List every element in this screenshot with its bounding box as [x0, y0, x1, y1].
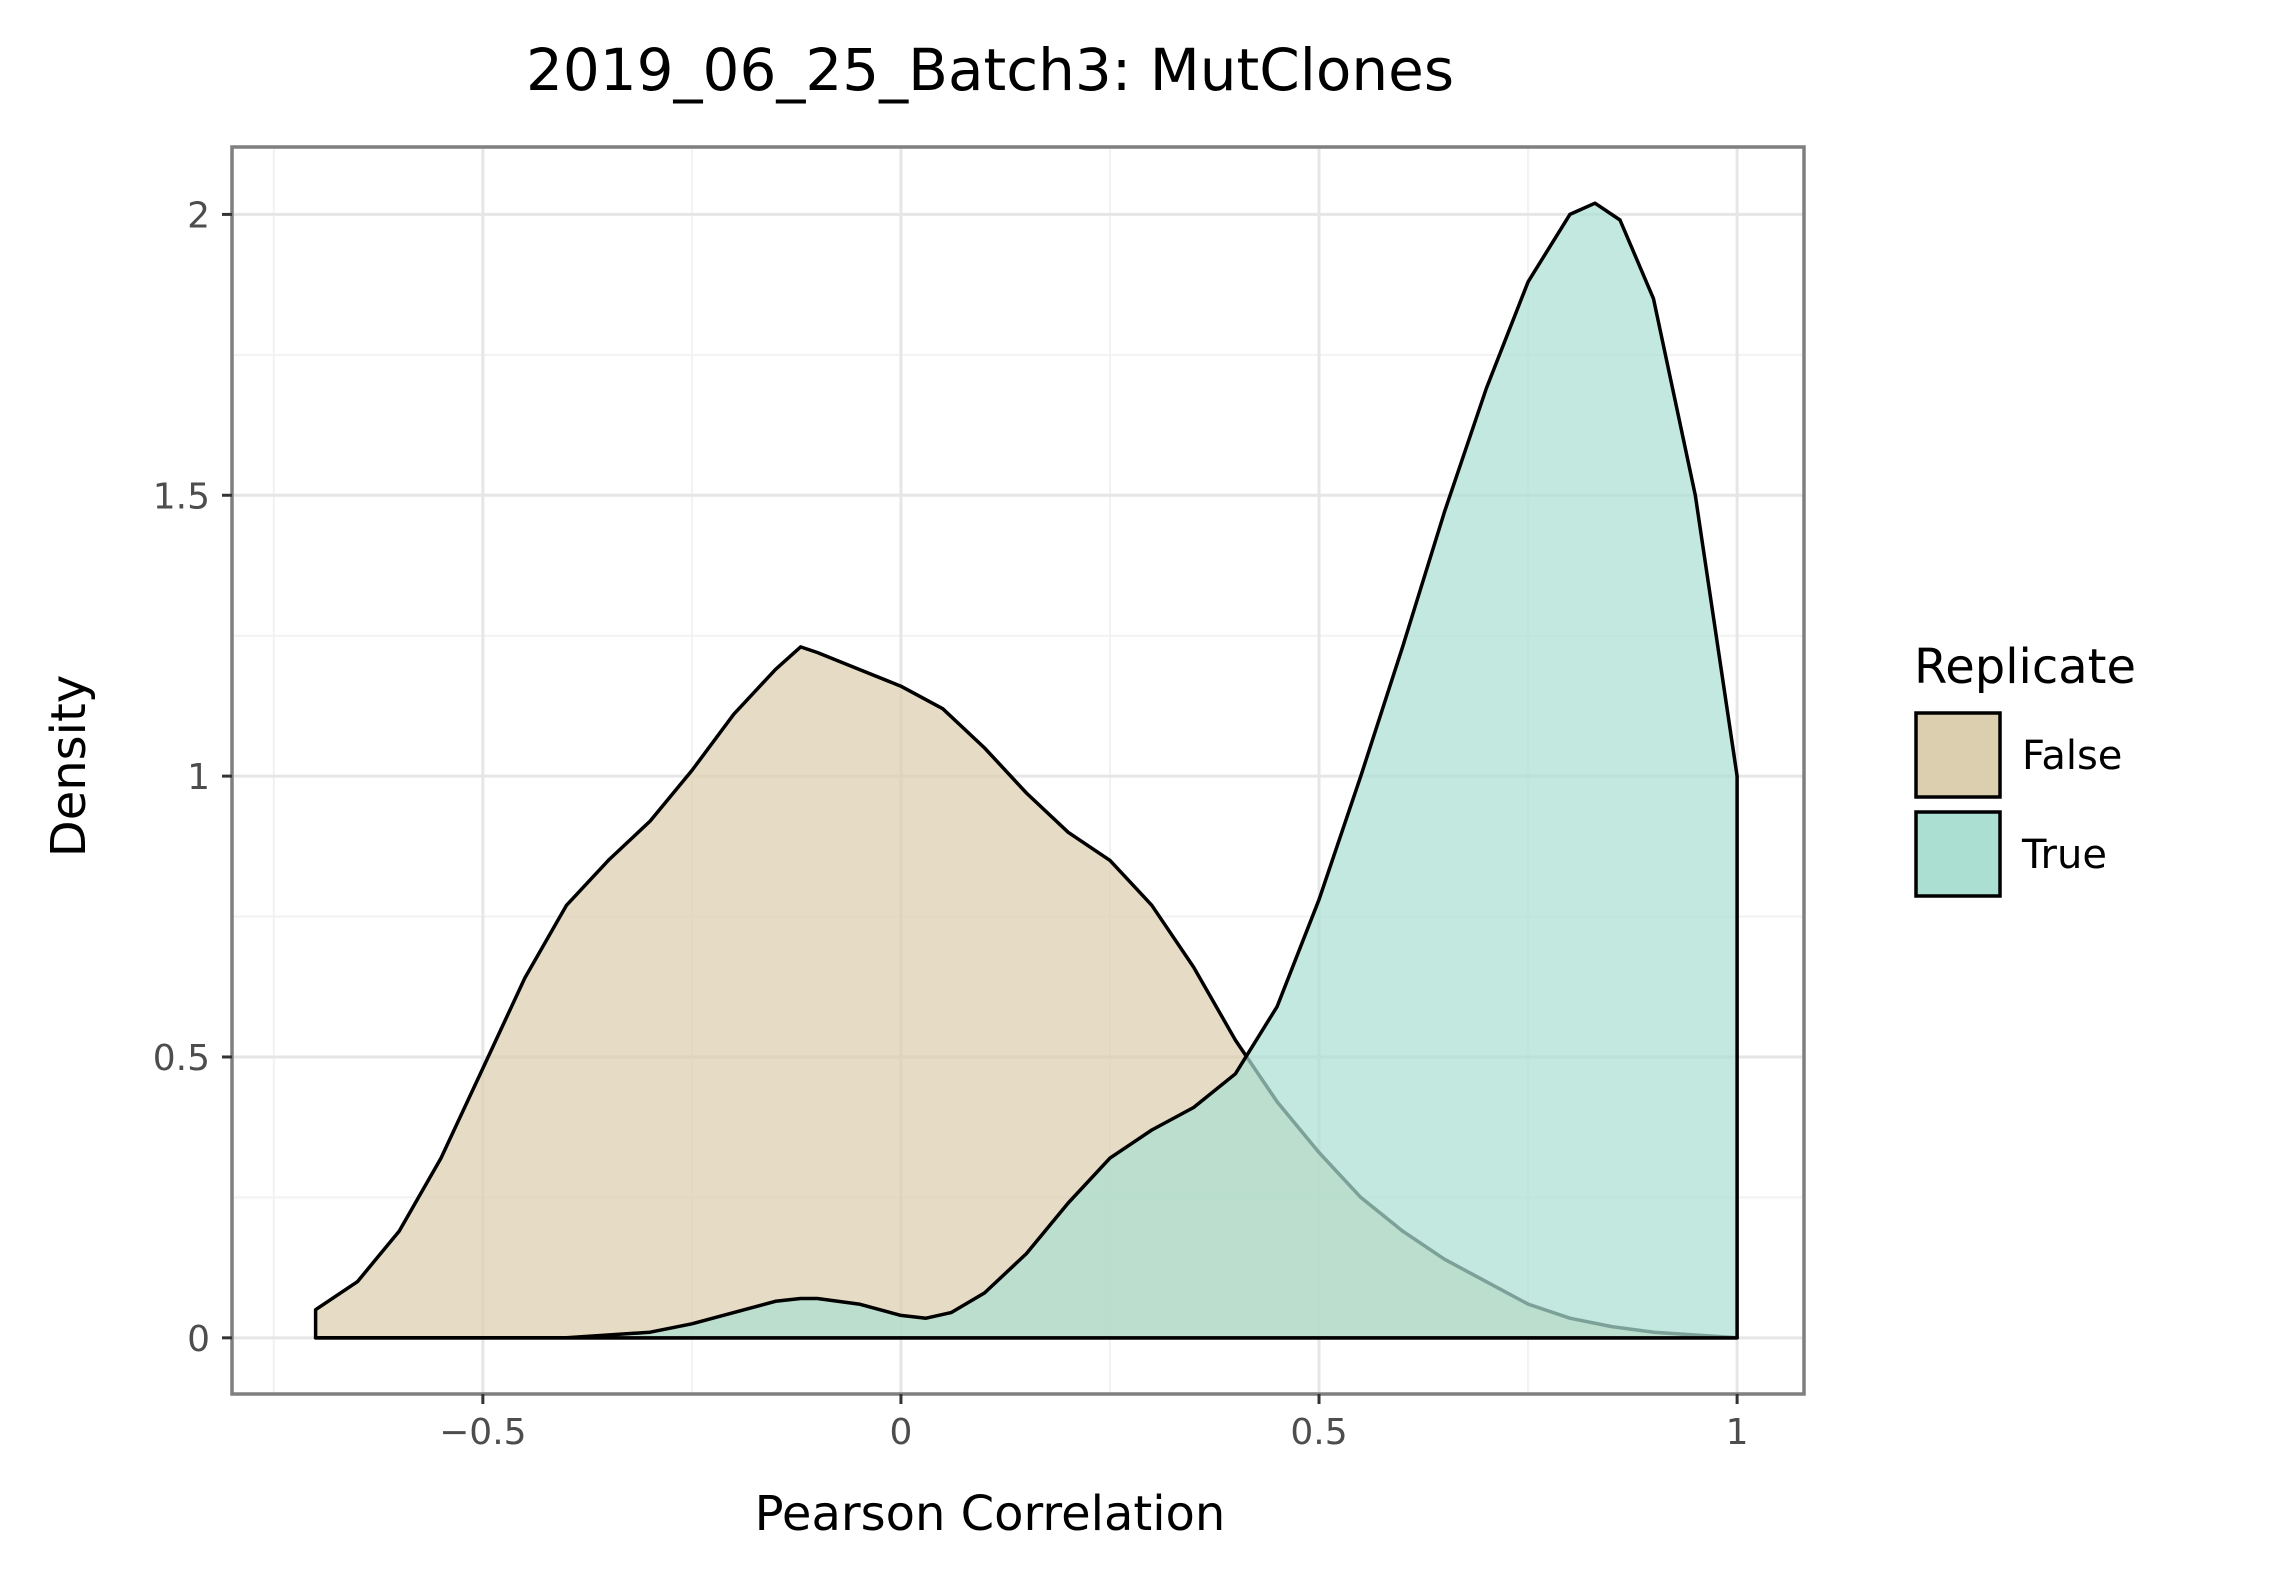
- x-tick-label: 0: [889, 1412, 912, 1453]
- chart-title: 2019_06_25_Batch3: MutClones: [526, 36, 1454, 104]
- axes: −0.5 0 0.5 1 0 0.5 1 1.5 2: [153, 195, 1749, 1453]
- panel-border: [230, 145, 1806, 1396]
- y-axis-title: Density: [41, 675, 97, 857]
- x-axis-title: Pearson Correlation: [755, 1486, 1226, 1542]
- legend-title: Replicate: [1914, 639, 2136, 695]
- legend-label-true: True: [2021, 832, 2107, 878]
- y-tick-label: 1: [187, 757, 210, 798]
- density-area-true: [313, 201, 1739, 1340]
- x-tick-label: 1: [1726, 1412, 1749, 1453]
- y-tick-label: 1.5: [153, 476, 210, 517]
- legend-key-true: [1914, 810, 2002, 898]
- y-tick-label: 0.5: [153, 1038, 210, 1079]
- legend-key-false: [1914, 711, 2002, 799]
- y-tick-label: 0: [187, 1319, 210, 1360]
- x-tick-label: 0.5: [1290, 1412, 1347, 1453]
- x-tick-label: −0.5: [439, 1412, 526, 1453]
- legend-label-false: False: [2022, 733, 2122, 779]
- y-tick-label: 2: [187, 195, 210, 236]
- legend: Replicate False True: [1914, 639, 2136, 898]
- density-areas: [313, 201, 1739, 1340]
